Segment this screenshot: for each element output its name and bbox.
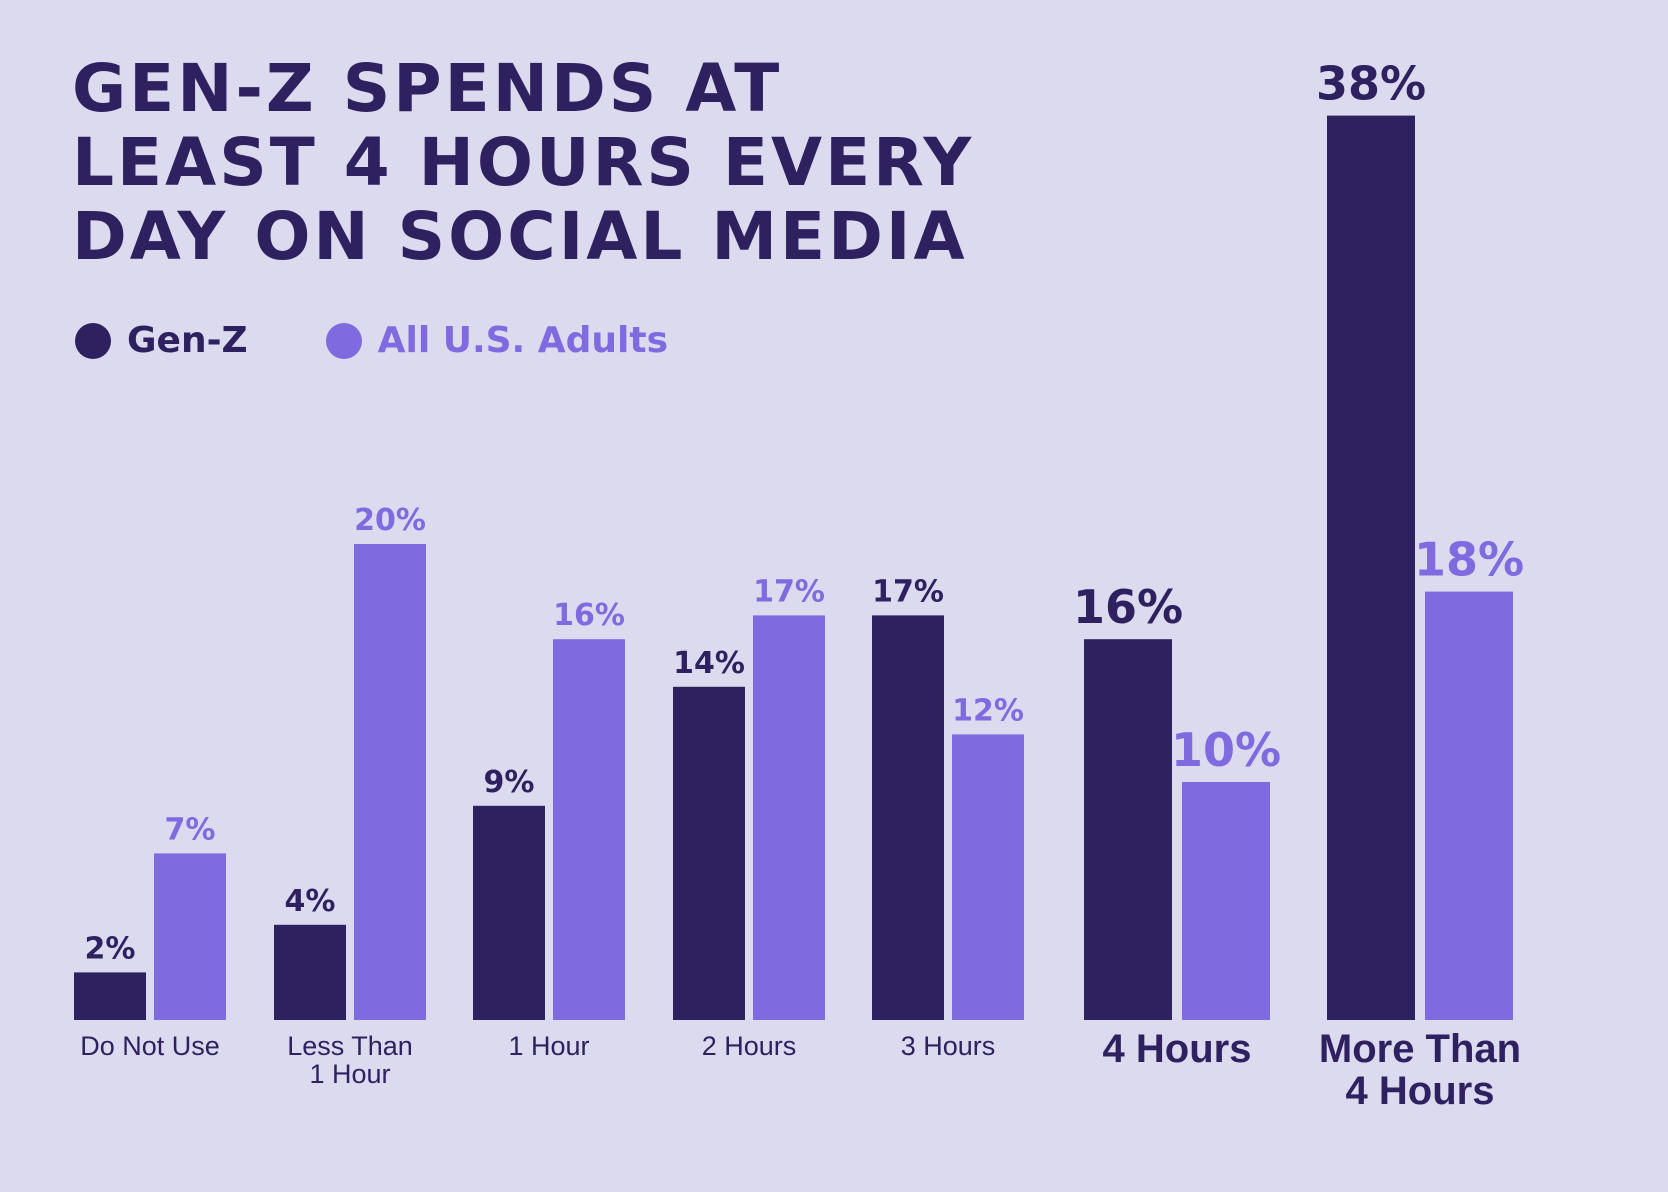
- bar-genz: [74, 972, 146, 1020]
- bar-genz: [1084, 639, 1172, 1020]
- data-label-adults: 12%: [952, 693, 1024, 728]
- bar-genz: [473, 805, 545, 1020]
- bar-adults: [553, 639, 625, 1020]
- title-line: GEN-Z SPENDS AT: [72, 50, 783, 127]
- title-line: LEAST 4 HOURS EVERY: [72, 124, 975, 201]
- category-label: 4 Hours: [1103, 1027, 1252, 1071]
- category-label: Less Than: [287, 1031, 413, 1061]
- legend-dot-adults-icon: [325, 322, 362, 359]
- data-label-adults: 10%: [1171, 723, 1281, 777]
- legend-item-adults: All U.S. Adults: [325, 320, 668, 361]
- data-label-genz: 16%: [1073, 580, 1183, 634]
- data-label-adults: 18%: [1414, 533, 1524, 587]
- legend-item-genz: Gen-Z: [75, 320, 248, 361]
- legend: Gen-Z All U.S. Adults: [75, 320, 746, 361]
- data-label-adults: 20%: [354, 503, 426, 538]
- data-label-adults: 16%: [553, 598, 625, 633]
- category-label: More Than: [1319, 1027, 1521, 1071]
- category-label: 1 Hour: [309, 1059, 390, 1089]
- data-label-genz: 2%: [85, 931, 136, 966]
- bar-genz: [1327, 115, 1415, 1021]
- category-label: 2 Hours: [702, 1031, 797, 1061]
- legend-label-genz: Gen-Z: [127, 320, 248, 361]
- category-label: 1 Hour: [508, 1031, 589, 1061]
- category-label: 3 Hours: [901, 1031, 996, 1061]
- data-label-genz: 38%: [1316, 57, 1426, 111]
- bar-genz: [872, 615, 944, 1020]
- bar-adults: [354, 544, 426, 1020]
- legend-dot-genz-icon: [75, 322, 111, 359]
- chart-title: GEN-Z SPENDS AT LEAST 4 HOURS EVERY DAY …: [72, 52, 1272, 274]
- bar-adults: [1425, 591, 1513, 1020]
- bar-genz: [673, 686, 745, 1020]
- bar-adults: [1182, 782, 1270, 1020]
- bar-adults: [154, 853, 226, 1020]
- legend-label-adults: All U.S. Adults: [377, 320, 668, 361]
- title-line: DAY ON SOCIAL MEDIA: [72, 198, 968, 275]
- data-label-adults: 17%: [753, 574, 825, 609]
- data-label-genz: 9%: [484, 765, 535, 800]
- bar-adults: [952, 734, 1024, 1020]
- data-label-genz: 17%: [872, 574, 944, 609]
- bar-genz: [274, 924, 346, 1020]
- data-label-genz: 4%: [285, 884, 336, 919]
- data-label-adults: 7%: [165, 812, 216, 847]
- data-label-genz: 14%: [673, 646, 745, 681]
- category-label: 4 Hours: [1346, 1069, 1495, 1113]
- category-label: Do Not Use: [80, 1031, 220, 1061]
- bar-adults: [753, 615, 825, 1020]
